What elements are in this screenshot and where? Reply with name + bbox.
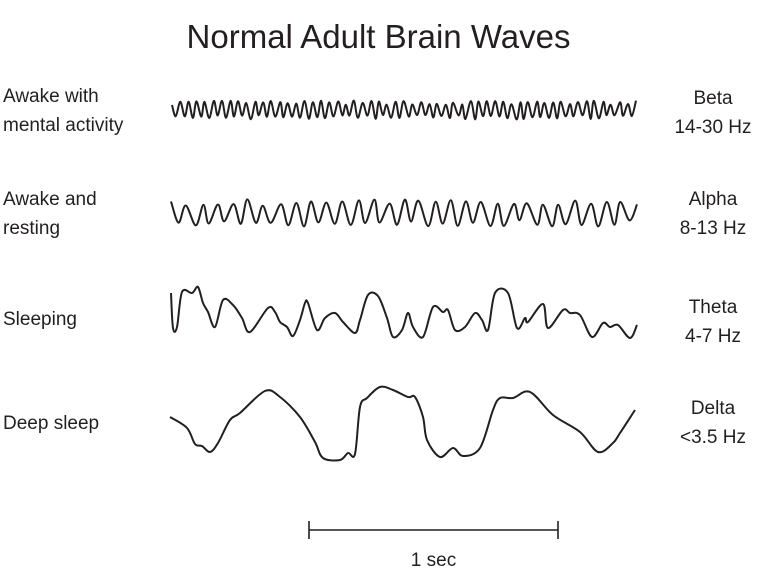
- state-line: mental activity: [3, 115, 124, 136]
- label-alpha: Alpha 8-13 Hz: [668, 185, 757, 243]
- state-line: Awake and: [3, 189, 97, 210]
- wave-frequency: 4-7 Hz: [685, 326, 741, 347]
- wave-frequency: 14-30 Hz: [674, 117, 752, 138]
- wave-name: Theta: [688, 297, 738, 318]
- label-theta-state: Sleeping: [3, 305, 77, 334]
- wave-frequency: <3.5 Hz: [679, 427, 746, 448]
- alpha-wave: [170, 198, 638, 228]
- state-line: Sleeping: [3, 309, 77, 330]
- label-delta: Delta <3.5 Hz: [668, 394, 757, 452]
- wave-name: Beta: [693, 88, 733, 109]
- state-line: Deep sleep: [3, 413, 100, 434]
- label-theta: Theta 4-7 Hz: [668, 293, 757, 351]
- scale-bar-label: 1 sec: [410, 550, 457, 571]
- wave-name: Alpha: [688, 189, 738, 210]
- label-beta: Beta 14-30 Hz: [668, 84, 757, 142]
- time-scale-bar: [308, 521, 559, 539]
- beta-wave: [171, 99, 637, 121]
- label-delta-state: Deep sleep: [3, 409, 99, 438]
- diagram-title: Normal Adult Brain Waves: [186, 18, 571, 55]
- label-beta-state: Awake with mental activity: [3, 82, 123, 140]
- state-line: Awake with: [3, 86, 99, 107]
- delta-wave: [169, 385, 636, 462]
- label-alpha-state: Awake and resting: [3, 185, 97, 243]
- wave-frequency: 8-13 Hz: [679, 218, 747, 239]
- theta-wave: [170, 285, 638, 339]
- state-line: resting: [3, 218, 61, 239]
- wave-name: Delta: [690, 398, 736, 419]
